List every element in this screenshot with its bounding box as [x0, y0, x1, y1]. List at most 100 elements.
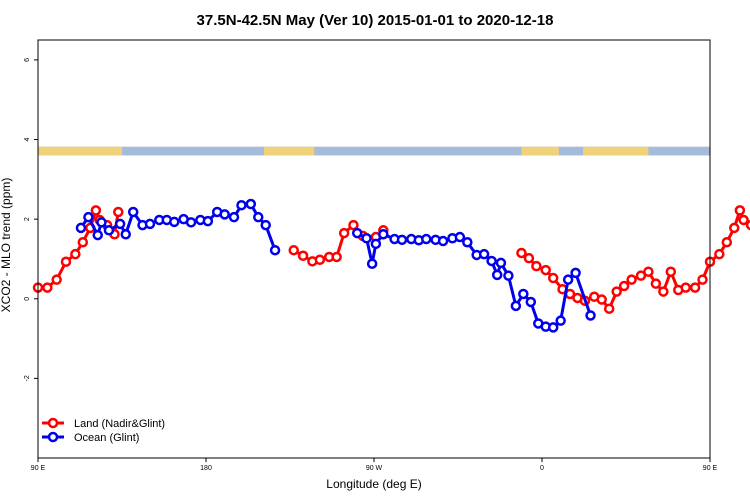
y-tick-label: -2: [24, 375, 31, 381]
data-point: [245, 198, 257, 210]
data-point: [555, 315, 566, 326]
data-point: [378, 229, 389, 240]
x-tick-label: 0: [540, 465, 544, 472]
data-point: [288, 244, 299, 256]
data-point: [495, 257, 507, 269]
data-point: [331, 251, 342, 263]
data-point: [51, 274, 62, 285]
data-point: [570, 267, 581, 279]
legend-land-label: Land (Nadir&Glint): [74, 418, 165, 430]
data-point: [516, 247, 527, 259]
data-point: [523, 252, 535, 264]
data-point: [540, 264, 551, 276]
series-1: [75, 198, 596, 333]
data-point: [219, 209, 230, 220]
data-point: [547, 272, 559, 284]
series-line-segment: [559, 279, 570, 321]
y-tick-label: 4: [24, 137, 31, 141]
land-ocean-strip: [38, 146, 710, 156]
strip-land-segment: [38, 146, 122, 156]
data-point: [585, 310, 596, 321]
y-tick-label: 0: [24, 297, 31, 301]
chart-title: 37.5N-42.5N May (Ver 10) 2015-01-01 to 2…: [197, 12, 554, 29]
data-point: [297, 250, 309, 262]
data-point: [370, 238, 382, 250]
x-tick-label: 90 E: [703, 465, 718, 472]
data-point: [486, 255, 497, 267]
data-point: [525, 296, 537, 308]
x-tick-label: 90 W: [366, 465, 383, 472]
data-point: [437, 235, 449, 247]
data-point: [603, 303, 615, 314]
data-point: [60, 256, 72, 267]
data-point: [92, 229, 103, 241]
x-tick-label: 180: [200, 465, 212, 472]
data-point: [202, 215, 214, 227]
data-point: [721, 236, 733, 248]
data-point: [77, 236, 89, 248]
data-point: [314, 254, 326, 265]
data-point: [738, 214, 749, 226]
strip-ocean: [38, 146, 710, 156]
legend: Land (Nadir&Glint) Ocean (Glint): [42, 417, 165, 444]
data-point: [260, 219, 271, 231]
data-point: [680, 282, 691, 293]
data-point: [729, 222, 740, 234]
data-point: [96, 217, 107, 228]
legend-ocean-marker: [47, 431, 59, 443]
y-tick-label: 2: [24, 217, 31, 221]
data-point: [518, 288, 529, 300]
data-point: [478, 248, 490, 260]
data-point: [454, 231, 466, 243]
legend-land-marker: [47, 417, 59, 429]
data-point: [70, 248, 81, 260]
data-point: [253, 211, 264, 223]
data-point: [626, 274, 637, 285]
data-point: [114, 218, 126, 230]
x-axis-title: Longitude (deg E): [326, 477, 421, 491]
data-point: [127, 206, 139, 218]
y-tick-label: 6: [24, 58, 31, 62]
data-point: [113, 206, 124, 218]
data-point: [503, 270, 514, 281]
data-point: [144, 218, 156, 230]
data-point: [120, 229, 131, 240]
data-point: [185, 217, 197, 228]
data-point: [361, 233, 372, 244]
data-point: [611, 286, 622, 297]
data-point: [103, 225, 115, 236]
data-point: [745, 219, 750, 231]
data-point: [643, 266, 654, 277]
data-point: [269, 244, 281, 256]
data-point: [596, 294, 607, 305]
data-point: [75, 222, 87, 234]
data-point: [236, 199, 247, 211]
data-point: [562, 274, 574, 285]
data-point: [421, 233, 432, 245]
data-point: [348, 219, 359, 231]
data-point: [635, 270, 647, 281]
data-point: [228, 211, 240, 223]
data-point: [665, 266, 677, 277]
legend-ocean-label: Ocean (Glint): [74, 432, 139, 444]
data-point: [689, 282, 701, 293]
y-axis-title: XCO2 - MLO trend (ppm): [0, 178, 13, 313]
data-point: [491, 269, 503, 281]
data-point: [697, 274, 708, 285]
y-axis: -2 0 2 4 6: [24, 58, 38, 381]
data-point: [547, 322, 559, 333]
strip-land-segment: [521, 146, 559, 156]
data-point: [650, 278, 662, 289]
data-point: [714, 248, 725, 260]
strip-land-segment: [583, 146, 649, 156]
data-point: [83, 211, 94, 223]
data-point: [618, 280, 630, 292]
data-point: [42, 282, 53, 293]
data-point: [658, 286, 669, 297]
data-point: [169, 216, 180, 228]
data-point: [366, 258, 378, 269]
data-point: [510, 300, 522, 312]
data-point: [531, 260, 542, 272]
